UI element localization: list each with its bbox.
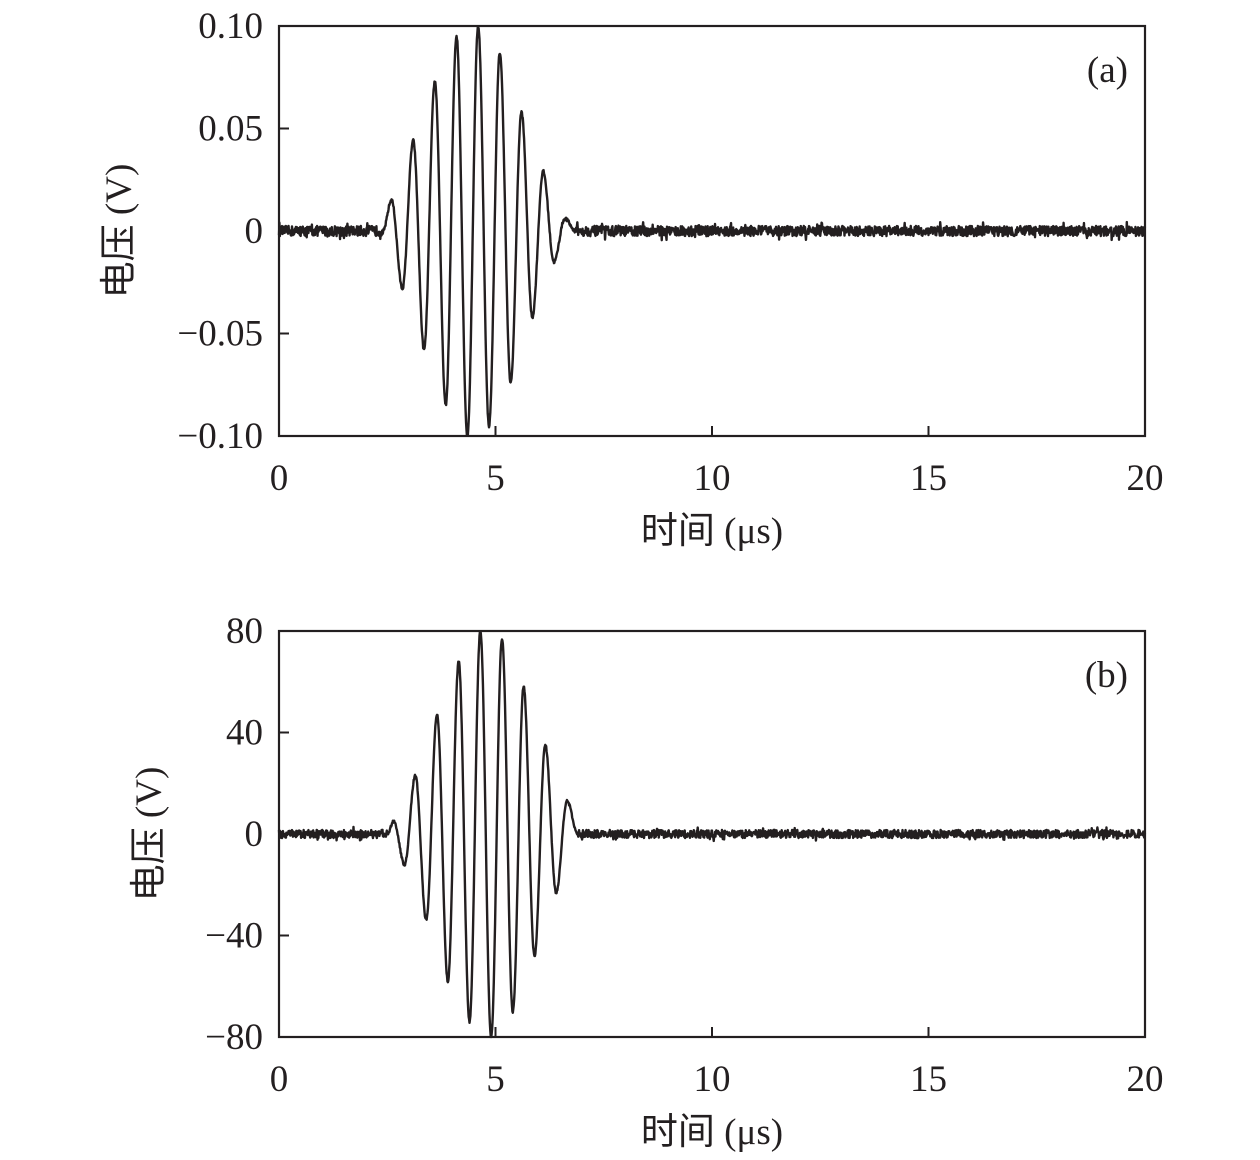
y-tick-label: 40 xyxy=(226,713,263,754)
x-axis-label-a: 时间 (μs) xyxy=(641,511,783,552)
y-tick-label: 80 xyxy=(226,611,263,652)
panel-label-b: (b) xyxy=(1085,655,1128,696)
x-tick-label: 15 xyxy=(910,1059,947,1100)
voltage-trace-b xyxy=(277,630,1147,1039)
x-tick-label: 20 xyxy=(1127,458,1164,499)
ticks-b: 0 5 10 15 20 80 40 0 −40 −80 xyxy=(205,611,1163,1100)
x-tick-label: 10 xyxy=(694,458,731,499)
x-tick-label: 0 xyxy=(270,458,289,499)
y-tick-label: 0.05 xyxy=(198,109,263,150)
x-axis-label-b: 时间 (μs) xyxy=(641,1112,783,1153)
y-tick-label: 0 xyxy=(245,211,264,252)
panel-label-a: (a) xyxy=(1087,50,1128,91)
y-tick-label: −80 xyxy=(205,1017,263,1058)
x-tick-label: 5 xyxy=(486,458,505,499)
y-axis-label-a: 电压 (V) xyxy=(99,164,140,299)
y-tick-label: −0.05 xyxy=(177,314,263,355)
x-tick-label: 20 xyxy=(1127,1059,1164,1100)
x-tick-label: 15 xyxy=(910,458,947,499)
panel-a: 0 5 10 15 200.100.050−0.05−0.10 (a) 时间 (μs) … xyxy=(99,6,1164,552)
y-tick-label: 0.10 xyxy=(198,6,263,47)
y-axis-label-b: 电压 (V) xyxy=(129,767,170,902)
x-tick-label: 10 xyxy=(694,1059,731,1100)
y-tick-label: −0.10 xyxy=(177,416,263,457)
y-tick-label: 0 xyxy=(245,814,264,855)
x-tick-label: 5 xyxy=(486,1059,505,1100)
panel-b: 0 5 10 15 20 80 40 0 −40 −80 (b) 时间 (μs) 电压 (V) xyxy=(129,611,1164,1153)
voltage-trace-a xyxy=(277,26,1147,437)
y-tick-label: −40 xyxy=(205,916,263,957)
ticks-a: 0 5 10 15 20 0.10 0.05 0 −0.05 −0.10 xyxy=(177,6,1163,499)
x-tick-label: 0 xyxy=(270,1059,289,1100)
